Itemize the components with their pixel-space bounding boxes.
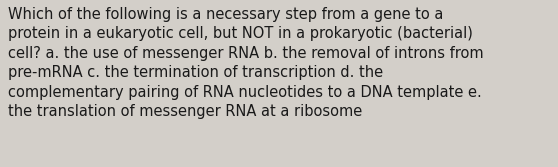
Text: Which of the following is a necessary step from a gene to a
protein in a eukaryo: Which of the following is a necessary st…	[8, 7, 483, 119]
